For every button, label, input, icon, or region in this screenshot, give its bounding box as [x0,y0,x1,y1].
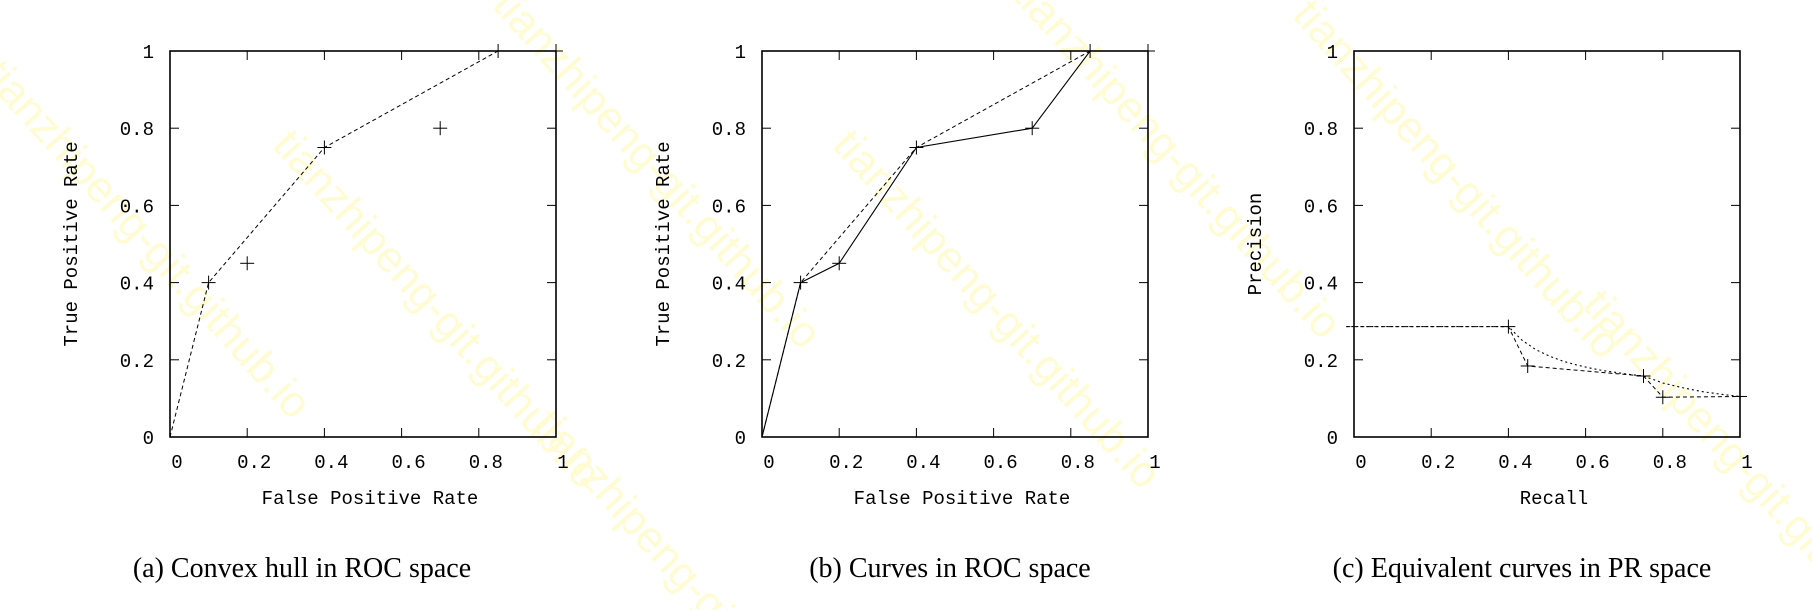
data-point-plus-marker [201,275,216,290]
caption-a: (a) Convex hull in ROC space [132,553,472,584]
series-line [1346,326,1741,398]
y-tick-label: 0.4 [712,274,746,296]
data-point-plus-marker [1733,389,1747,404]
x-tick-label: 0.2 [237,452,271,474]
x-tick-label: 0.6 [1575,452,1609,474]
y-tick-label: 0.8 [120,119,154,141]
x-tick-label: 0 [171,452,182,474]
y-tick-label: 0.4 [120,274,154,296]
x-tick-label: 1 [1741,452,1752,474]
y-tick-label: 0.4 [1304,274,1338,296]
y-tick-label: 1 [143,42,154,64]
roc-convex-hull-chart: 0 0.2 0.4 0.6 0.8 1 0 0.2 0.4 0.6 0.8 1 False Positi… [61,42,569,510]
y-tick-label: 1 [1327,42,1338,64]
y-tick-label: 0.2 [120,351,154,373]
plot-frame [761,50,1149,438]
x-tick-label: 0.4 [906,452,940,474]
y-tick-label: 0.6 [120,196,154,218]
data-point-plus-marker [793,275,808,290]
x-tick-label: 0.8 [1653,452,1687,474]
x-tick-label: 1 [557,452,568,474]
y-tick-label: 1 [735,42,746,64]
x-axis-title: False Positive Rate [854,488,1071,510]
caption-b: (b) Curves in ROC space [809,553,1091,584]
x-tick-label: 0 [763,452,774,474]
y-tick-label: 0 [1327,428,1338,450]
y-axis-title: True Positive Rate [653,141,675,346]
data-point-plus-marker [1501,319,1516,334]
data-point-plus-marker [1655,390,1670,405]
caption-c: (c) Equivalent curves in PR space [1332,553,1712,584]
data-point-plus-marker [491,44,506,58]
x-tick-label: 0.8 [1061,452,1095,474]
data-point-plus-marker [317,140,332,155]
plot-frame [169,50,557,438]
y-tick-label: 0 [143,428,154,450]
data-point-plus-marker [549,44,563,58]
y-tick-label: 0.8 [712,119,746,141]
x-tick-label: 1 [1149,452,1160,474]
x-tick-label: 0.2 [1421,452,1455,474]
chart-panel-a: 0 0.2 0.4 0.6 0.8 1 0 0.2 0.4 0.6 0.8 1 False Positi… [0,0,604,610]
y-tick-label: 0.6 [712,196,746,218]
x-tick-label: 0.8 [469,452,503,474]
y-tick-label: 0.2 [712,351,746,373]
y-axis-title: True Positive Rate [61,141,83,346]
x-axis-title: False Positive Rate [262,488,479,510]
x-tick-label: 0.6 [983,452,1017,474]
y-tick-label: 0.6 [1304,196,1338,218]
data-point-plus-marker [240,256,255,271]
data-point-plus-marker [1636,369,1651,384]
data-point-plus-marker [1083,44,1098,58]
data-point-plus-marker [1025,121,1040,136]
y-tick-label: 0.8 [1304,119,1338,141]
x-tick-label: 0.2 [829,452,863,474]
y-tick-label: 0.2 [1304,351,1338,373]
y-axis-title: Precision [1245,193,1267,296]
x-tick-label: 0.4 [1498,452,1532,474]
series-line [1346,326,1741,398]
x-tick-label: 0.4 [314,452,348,474]
data-point-plus-marker [1520,358,1535,373]
data-point-plus-marker [832,256,847,271]
data-point-plus-marker [909,140,924,155]
x-tick-label: 0 [1355,452,1366,474]
plot-frame [1353,50,1741,438]
y-tick-label: 0 [735,428,746,450]
x-axis-title: Recall [1520,488,1588,510]
data-point-plus-marker [1141,44,1155,58]
x-tick-label: 0.6 [391,452,425,474]
data-point-plus-marker [433,121,448,136]
